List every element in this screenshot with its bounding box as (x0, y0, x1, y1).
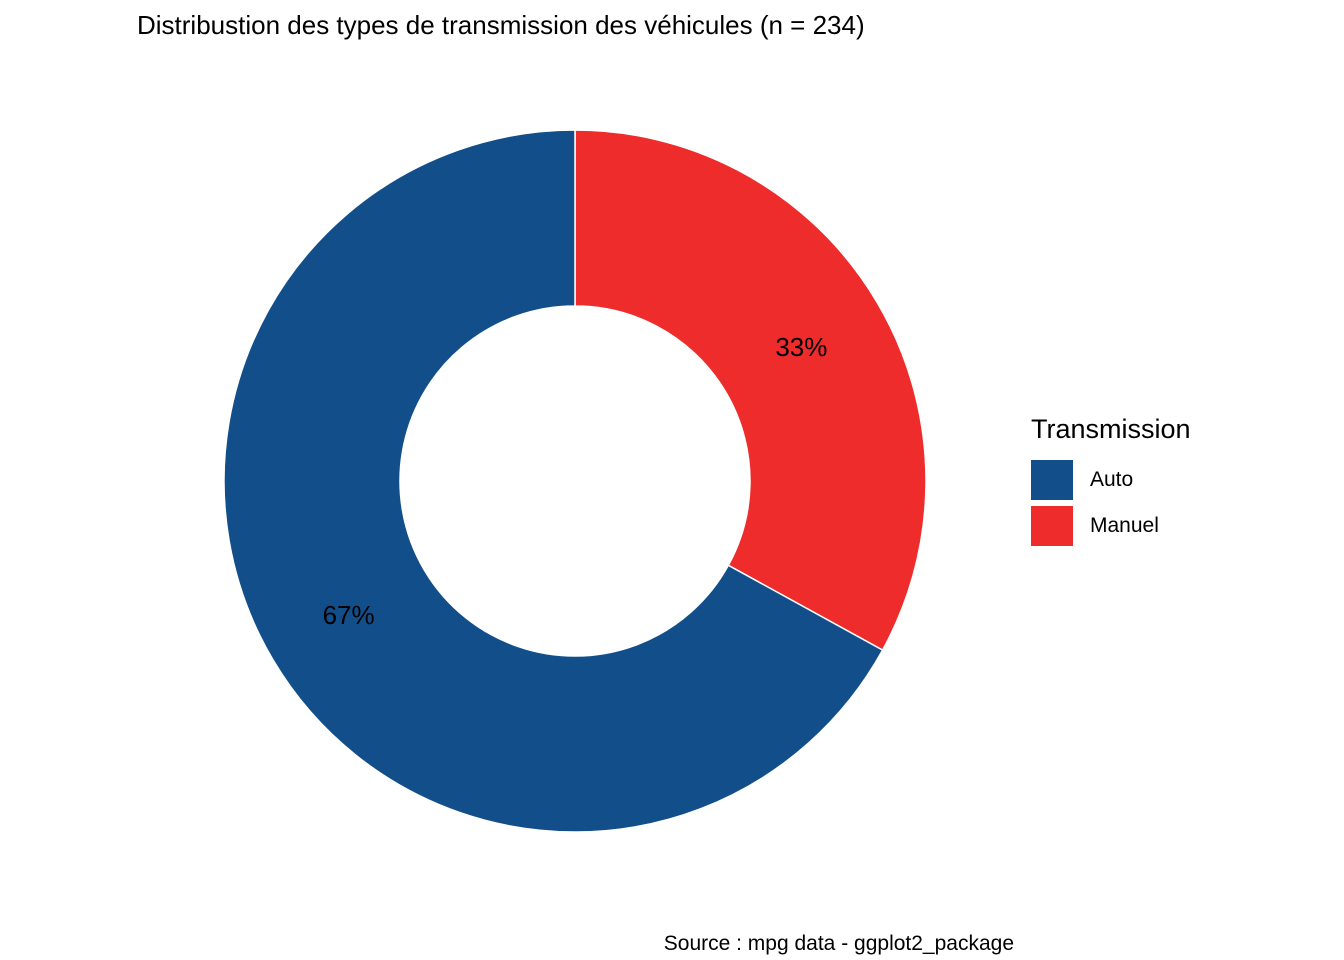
legend-key-manuel (1031, 506, 1073, 546)
label-auto: 67% (323, 600, 375, 630)
legend-label-manuel: Manuel (1090, 514, 1159, 537)
chart-title: Distribustion des types de transmission … (137, 10, 865, 40)
legend-title: Transmission (1031, 414, 1191, 444)
chart-caption: Source : mpg data - ggplot2_package (663, 932, 1014, 955)
slice-manuel (574, 129, 927, 652)
legend-item-manuel: Manuel (1031, 503, 1191, 549)
legend-label-auto: Auto (1090, 468, 1134, 491)
slice-auto (223, 129, 884, 833)
donut-slices (223, 129, 927, 833)
legend-key-auto (1031, 460, 1073, 500)
label-manuel: 33% (775, 332, 827, 362)
legend: Transmission Auto Manuel (1031, 414, 1191, 549)
legend-item-auto: Auto (1031, 457, 1191, 503)
donut-labels: 33% 67% (323, 332, 828, 630)
